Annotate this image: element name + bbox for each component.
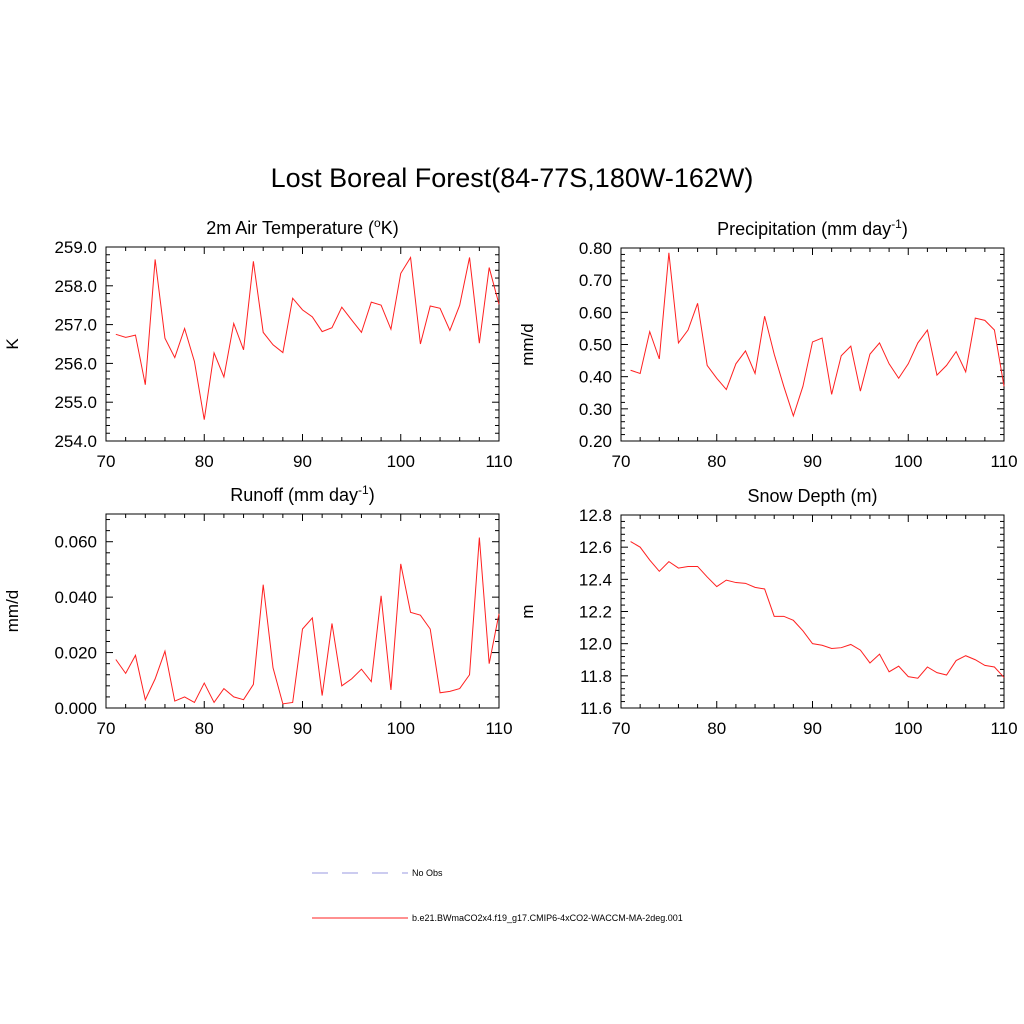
series-line-precipitation [630, 252, 1005, 418]
y-tick-label: 12.2 [579, 603, 612, 622]
series-line-runoff [115, 537, 500, 705]
panel-runoff: 70 80 90 100 110 0.000 0.020 0.040 0.060 mm/d Runo… [3, 483, 513, 738]
y-tick-label: 12.8 [579, 506, 612, 525]
y-tick-label: 0.70 [579, 271, 612, 290]
panel-snow-depth: 70 80 90 100 110 11.6 11.8 12.0 12.2 12.4 12.6 12.8… [518, 486, 1018, 738]
legend-label-no-obs: No Obs [412, 868, 443, 878]
y-tick-label: 257.0 [54, 316, 97, 335]
y-axis-label: K [3, 338, 22, 350]
panel-precipitation: 70 80 90 100 110 0.20 0.30 0.40 0.50 0.60 0.70 0.80… [518, 217, 1018, 471]
plot-frame [105, 246, 500, 442]
x-tick-label: 100 [894, 719, 922, 738]
y-tick-label: 12.0 [579, 635, 612, 654]
y-tick-label: 254.0 [54, 432, 97, 451]
y-tick-label: 11.8 [580, 667, 612, 686]
y-tick-label: 0.040 [54, 588, 97, 607]
plot-frame [105, 513, 500, 709]
panel-title: 2m Air Temperature (oK) [206, 216, 398, 238]
series-line-snow-depth [630, 541, 1005, 679]
y-tick-label: 258.0 [54, 277, 97, 296]
y-tick-label: 0.60 [579, 303, 612, 322]
panel-title: Precipitation (mm day-1) [717, 217, 908, 239]
x-tick-label: 110 [990, 719, 1017, 738]
y-axis-label: mm/d [518, 323, 537, 366]
x-tick-label: 90 [803, 719, 822, 738]
x-tick-label: 100 [387, 719, 415, 738]
x-tick-label: 110 [485, 719, 512, 738]
x-tick-label: 110 [990, 452, 1017, 471]
y-axis-label: mm/d [3, 590, 22, 633]
legend: No Obs b.e21.BWmaCO2x4.f19_g17.CMIP6-4xC… [312, 868, 683, 923]
y-tick-label: 255.0 [54, 393, 97, 412]
x-tick-label: 80 [195, 719, 214, 738]
plot-frame [620, 514, 1005, 709]
y-tick-label: 12.6 [579, 538, 612, 557]
x-tick-label: 90 [803, 452, 822, 471]
x-tick-label: 80 [707, 719, 726, 738]
y-tick-label: 11.6 [580, 699, 612, 718]
y-tick-label: 0.50 [579, 336, 612, 355]
panel-title: Runoff (mm day-1) [230, 483, 374, 505]
x-tick-label: 80 [195, 452, 214, 471]
y-tick-label: 0.20 [579, 432, 612, 451]
x-tick-label: 90 [293, 719, 312, 738]
panel-title: Snow Depth (m) [747, 486, 877, 506]
y-tick-label: 0.40 [579, 368, 612, 387]
y-tick-label: 0.060 [54, 533, 97, 552]
main-title: Lost Boreal Forest(84-77S,180W-162W) [270, 163, 754, 193]
y-tick-label: 256.0 [54, 354, 97, 373]
y-tick-label: 0.000 [54, 699, 97, 718]
panel-air-temperature: 70 80 90 100 110 254.0 255.0 256.0 257.0 258.0 259… [3, 216, 513, 471]
x-tick-label: 100 [387, 452, 415, 471]
legend-label-model-run: b.e21.BWmaCO2x4.f19_g17.CMIP6-4xCO2-WACC… [412, 913, 683, 923]
x-tick-label: 70 [97, 452, 116, 471]
x-tick-label: 100 [894, 452, 922, 471]
x-tick-label: 110 [485, 452, 512, 471]
plot-frame [620, 247, 1005, 442]
series-line-air-temperature [115, 255, 500, 420]
y-axis-label: m [518, 604, 537, 618]
y-tick-label: 12.4 [579, 570, 612, 589]
y-tick-label: 0.30 [579, 400, 612, 419]
x-tick-label: 80 [707, 452, 726, 471]
y-tick-label: 0.80 [579, 239, 612, 258]
y-tick-label: 0.020 [54, 644, 97, 663]
x-tick-label: 70 [612, 452, 631, 471]
x-tick-label: 70 [612, 719, 631, 738]
x-tick-label: 90 [293, 452, 312, 471]
x-tick-label: 70 [97, 719, 116, 738]
y-tick-label: 259.0 [54, 238, 97, 257]
